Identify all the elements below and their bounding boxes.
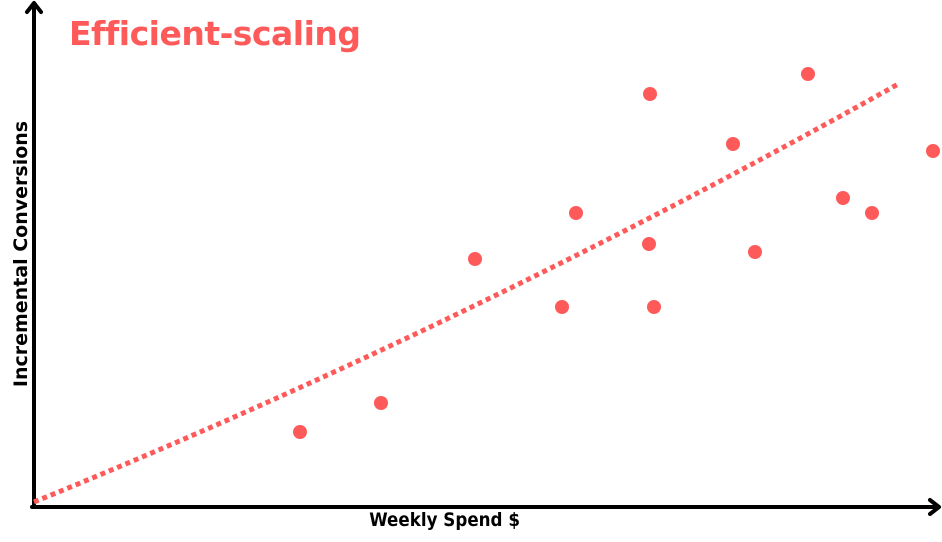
y-axis-label: Incremental Conversions [10,120,32,388]
x-axis-label-wrap: Weekly Spend $ [57,509,886,531]
data-point [801,67,815,81]
data-point [569,206,583,220]
x-axis-arrowhead-icon [928,498,941,516]
data-point [836,191,850,205]
x-axis [30,498,941,516]
data-point [865,206,879,220]
data-point [726,137,740,151]
data-point [555,300,569,314]
data-point [748,245,762,259]
data-point [647,300,661,314]
data-point [643,87,657,101]
data-point [926,144,940,158]
x-axis-label: Weekly Spend $ [369,509,520,531]
data-point [642,237,656,251]
trend-line [33,80,902,505]
data-point [468,252,482,266]
y-axis [25,1,43,509]
y-axis-arrowhead-icon [25,1,43,14]
data-points [293,67,940,439]
chart-title: Efficient-scaling [69,14,361,53]
data-point [374,396,388,410]
data-point [293,425,307,439]
